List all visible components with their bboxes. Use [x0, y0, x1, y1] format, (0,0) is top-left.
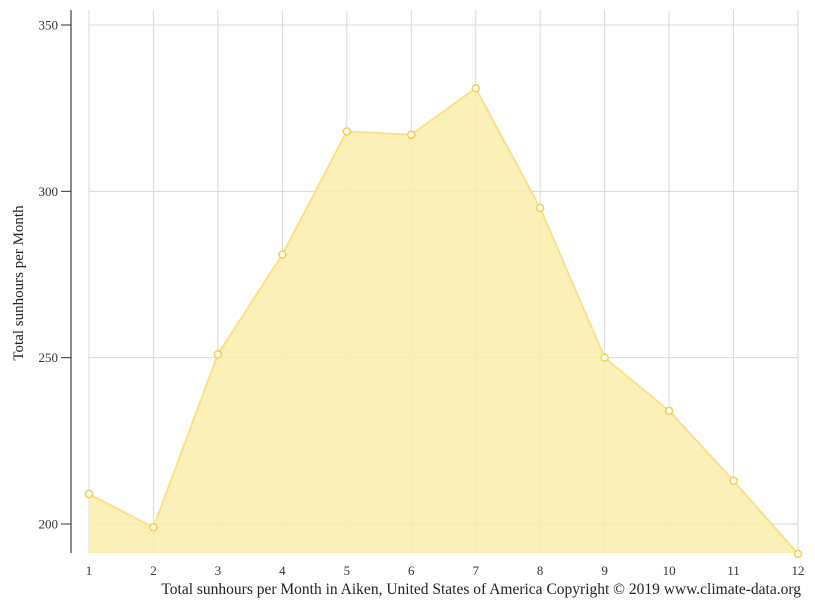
data-point: [84, 489, 94, 499]
x-tick-label: 6: [408, 563, 415, 578]
y-tick-label: 350: [39, 18, 59, 33]
chart-caption: Total sunhours per Month in Aiken, Unite…: [161, 581, 801, 598]
y-tick-label: 250: [39, 350, 59, 365]
y-tick-label: 200: [39, 517, 59, 532]
x-tick-label: 1: [86, 563, 93, 578]
data-point: [664, 406, 674, 416]
x-tick-label: 12: [792, 563, 805, 578]
data-point: [407, 130, 416, 140]
data-point: [471, 83, 480, 93]
x-tick-label: 8: [537, 563, 544, 578]
data-point: [213, 350, 223, 359]
data-point: [149, 523, 158, 532]
area-fill: [89, 88, 798, 554]
data-point: [600, 353, 609, 362]
y-axis-ticks: 200 250 300 350: [39, 18, 71, 532]
x-tick-label: 4: [279, 563, 286, 578]
x-axis-ticks: 1 2 3 4 5 6 7 8 9 10 11 12: [86, 563, 805, 578]
data-point: [729, 476, 738, 486]
x-tick-label: 3: [215, 563, 222, 578]
x-tick-label: 7: [472, 563, 479, 578]
series-line: [88, 86, 799, 555]
data-point: [278, 250, 287, 259]
x-tick-label: 10: [663, 563, 676, 578]
x-tick-label: 9: [601, 563, 608, 578]
x-tick-label: 5: [344, 563, 351, 578]
y-tick-label: 300: [39, 184, 59, 199]
data-point: [342, 127, 352, 136]
y-axis-title: Total sunhours per Month: [11, 205, 27, 361]
data-point: [535, 203, 545, 213]
x-tick-label: 11: [727, 563, 740, 578]
data-point: [793, 549, 803, 559]
x-tick-label: 2: [150, 563, 157, 578]
data-markers: [84, 83, 803, 559]
